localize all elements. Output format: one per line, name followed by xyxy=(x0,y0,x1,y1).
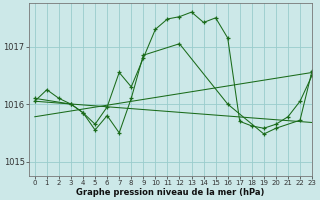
X-axis label: Graphe pression niveau de la mer (hPa): Graphe pression niveau de la mer (hPa) xyxy=(76,188,265,197)
